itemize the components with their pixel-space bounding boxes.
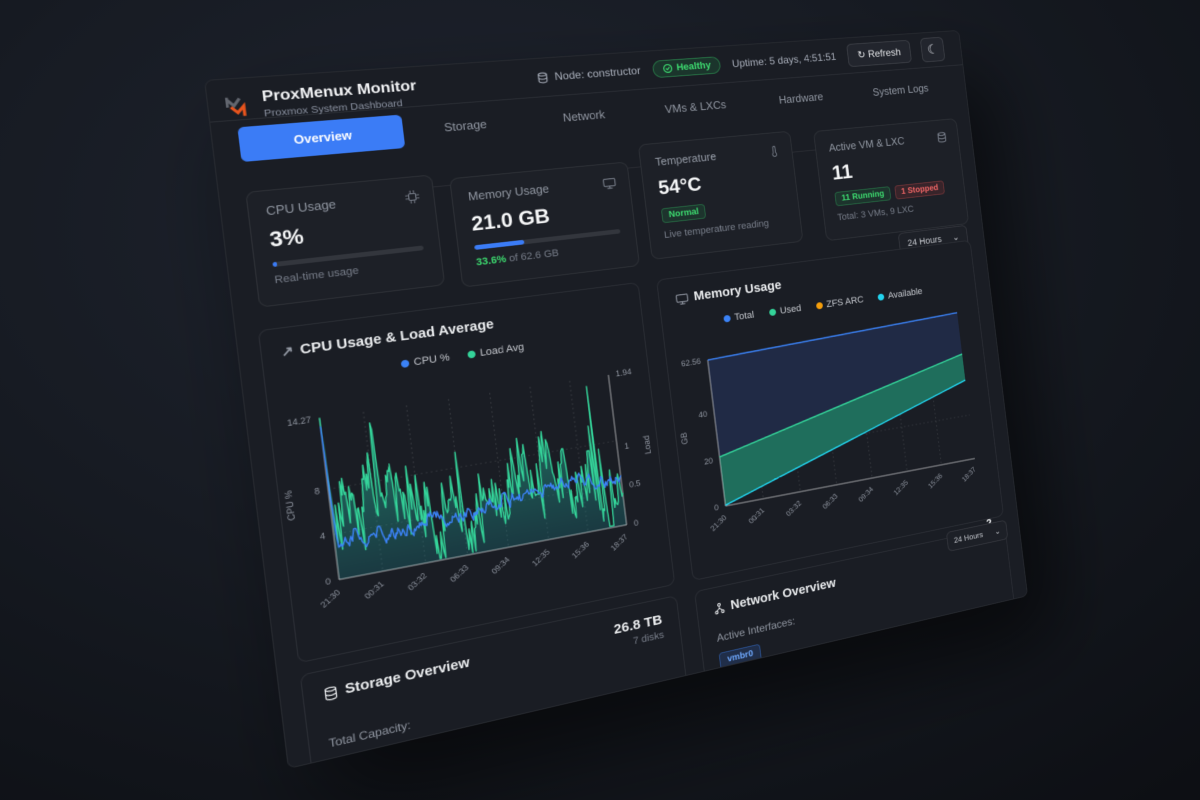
svg-text:15:36: 15:36 [927,472,944,490]
svg-text:1: 1 [624,442,630,452]
svg-text:62.56: 62.56 [681,357,702,369]
svg-text:21:30: 21:30 [319,588,342,609]
svg-text:4: 4 [319,531,326,542]
svg-text:0: 0 [325,577,331,588]
svg-text:0.5: 0.5 [629,479,641,490]
svg-text:03:32: 03:32 [406,571,428,592]
svg-text:18:37: 18:37 [609,533,629,553]
svg-text:CPU %: CPU % [283,490,298,522]
svg-text:8: 8 [314,486,320,497]
svg-text:09:34: 09:34 [490,555,512,575]
svg-text:18:37: 18:37 [961,465,978,483]
svg-text:06:33: 06:33 [821,492,839,511]
svg-text:1.94: 1.94 [615,367,632,379]
svg-text:20: 20 [704,457,714,467]
svg-text:06:33: 06:33 [448,563,470,584]
svg-text:09:34: 09:34 [857,485,875,503]
svg-text:Load: Load [642,435,653,455]
svg-text:00:31: 00:31 [363,580,386,601]
svg-text:40: 40 [698,410,708,420]
svg-text:14.27: 14.27 [287,415,312,428]
svg-text:12:35: 12:35 [530,548,551,568]
svg-text:00:31: 00:31 [747,506,766,525]
svg-text:0: 0 [714,503,719,513]
svg-text:15:36: 15:36 [570,540,591,560]
svg-text:03:32: 03:32 [784,499,802,518]
svg-text:0: 0 [633,519,639,529]
svg-text:21:30: 21:30 [709,513,728,532]
svg-text:GB: GB [680,431,690,445]
svg-text:12:35: 12:35 [892,478,909,496]
